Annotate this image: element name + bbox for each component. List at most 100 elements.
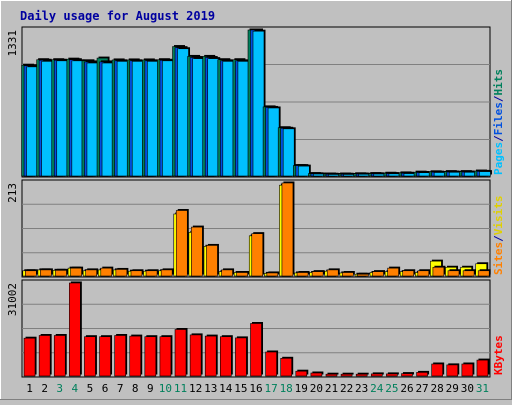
chart-title: Daily usage for August 2019 bbox=[20, 9, 215, 23]
bar-sites-day-30 bbox=[462, 270, 475, 277]
bar-kbytes-day-23-shadow bbox=[357, 372, 369, 375]
bar-pages-day-24-shadow bbox=[375, 172, 387, 175]
x-tick-label-day-12: 12 bbox=[189, 382, 202, 395]
x-tick-label-day-14: 14 bbox=[219, 382, 233, 395]
x-tick-label-day-5: 5 bbox=[87, 382, 94, 395]
x-tick-label-day-4: 4 bbox=[72, 382, 79, 395]
panel-kbytes-ymax-label: 31002 bbox=[6, 283, 19, 316]
bar-kbytes-day-25 bbox=[386, 373, 398, 377]
bar-pages-day-5 bbox=[86, 62, 99, 177]
bar-pages-day-22 bbox=[343, 174, 355, 177]
bar-pages-day-23 bbox=[358, 173, 370, 177]
x-tick-label-day-6: 6 bbox=[102, 382, 109, 395]
bar-sites-day-1 bbox=[24, 270, 37, 277]
x-tick-label-day-28: 28 bbox=[431, 382, 444, 395]
bar-pages-day-12 bbox=[192, 58, 204, 177]
x-tick-label-day-16: 16 bbox=[249, 382, 262, 395]
x-tick-label-day-26: 26 bbox=[400, 382, 413, 395]
legend-entry: Sites bbox=[492, 242, 505, 275]
bar-kbytes-day-26-shadow bbox=[402, 372, 414, 375]
legend-entry: / bbox=[492, 235, 505, 242]
bar-pages-day-6 bbox=[101, 62, 114, 177]
bar-pages-day-22-shadow bbox=[345, 172, 357, 175]
bar-pages-day-31 bbox=[479, 171, 491, 177]
x-tick-label-day-22: 22 bbox=[340, 382, 353, 395]
bar-kbytes-day-1 bbox=[23, 337, 36, 377]
x-tick-label-day-13: 13 bbox=[204, 382, 217, 395]
bar-pages-day-30 bbox=[464, 171, 476, 177]
bar-kbytes-day-10 bbox=[159, 336, 172, 377]
bar-sites-day-24 bbox=[372, 271, 384, 277]
x-tick-label-day-29: 29 bbox=[446, 382, 459, 395]
bar-pages-day-7 bbox=[116, 61, 129, 177]
legend-entry: Visits bbox=[492, 196, 505, 236]
bar-kbytes-day-30 bbox=[461, 363, 474, 377]
bar-sites-day-17 bbox=[266, 272, 279, 277]
bar-kbytes-day-3 bbox=[53, 335, 66, 377]
x-tick-label-day-31: 31 bbox=[476, 382, 489, 395]
bar-sites-day-10 bbox=[160, 269, 173, 277]
bar-sites-day-5 bbox=[85, 269, 97, 277]
bar-sites-day-22 bbox=[342, 272, 354, 277]
bar-kbytes-day-7 bbox=[114, 335, 126, 377]
panel-visits-legend: Sites/Visits bbox=[492, 196, 505, 276]
bar-sites-day-21 bbox=[326, 269, 339, 277]
x-tick-label-day-18: 18 bbox=[280, 382, 293, 395]
bar-pages-day-21-shadow bbox=[329, 172, 341, 175]
bar-sites-day-14 bbox=[221, 269, 233, 277]
bar-pages-day-4 bbox=[71, 60, 84, 177]
bar-kbytes-day-11 bbox=[174, 329, 187, 377]
bar-pages-day-24 bbox=[373, 173, 386, 177]
bar-pages-day-25 bbox=[388, 173, 401, 177]
bar-pages-day-20 bbox=[313, 173, 325, 177]
x-tick-label-day-3: 3 bbox=[56, 382, 63, 395]
bar-kbytes-day-25-shadow bbox=[387, 372, 399, 375]
bar-pages-day-27 bbox=[418, 172, 431, 177]
x-tick-label-day-7: 7 bbox=[117, 382, 124, 395]
bar-pages-day-11 bbox=[177, 48, 189, 177]
bar-kbytes-day-28 bbox=[431, 363, 443, 377]
x-tick-label-day-9: 9 bbox=[147, 382, 154, 395]
bar-kbytes-day-15 bbox=[235, 337, 247, 377]
bar-kbytes-day-29 bbox=[446, 364, 459, 377]
bar-kbytes-day-26 bbox=[401, 373, 413, 377]
bar-sites-day-7 bbox=[115, 269, 128, 277]
bar-kbytes-day-2 bbox=[38, 335, 51, 377]
bar-kbytes-day-5 bbox=[84, 336, 96, 377]
bar-pages-day-3 bbox=[56, 60, 69, 177]
bar-pages-day-20-shadow bbox=[314, 172, 326, 175]
bar-sites-day-23 bbox=[357, 273, 369, 277]
x-tick-label-day-10: 10 bbox=[159, 382, 172, 395]
bar-pages-day-28 bbox=[433, 172, 446, 177]
bar-kbytes-day-12 bbox=[189, 334, 202, 377]
bar-pages-day-17 bbox=[267, 107, 280, 177]
x-tick-label-day-8: 8 bbox=[132, 382, 139, 395]
x-tick-label-day-11: 11 bbox=[174, 382, 187, 395]
bar-sites-day-19 bbox=[296, 272, 309, 277]
x-tick-label-day-21: 21 bbox=[325, 382, 338, 395]
bar-sites-day-11 bbox=[175, 210, 188, 277]
legend-entry: Files bbox=[492, 102, 505, 135]
legend-entry: Pages bbox=[492, 142, 505, 175]
bar-sites-day-6 bbox=[100, 267, 113, 277]
x-tick-label-day-20: 20 bbox=[310, 382, 323, 395]
bar-sites-day-23-shadow bbox=[358, 272, 370, 275]
bar-kbytes-day-16 bbox=[250, 323, 262, 377]
panel-visits-ymax-label: 213 bbox=[6, 183, 19, 203]
panel-kbytes-legend: KBytes bbox=[492, 335, 505, 375]
x-tick-label-day-17: 17 bbox=[264, 382, 277, 395]
bar-pages-day-13 bbox=[207, 58, 220, 177]
bar-sites-day-4 bbox=[70, 267, 82, 277]
bar-sites-day-9 bbox=[145, 270, 158, 277]
x-tick-label-day-15: 15 bbox=[234, 382, 247, 395]
bar-pages-day-8 bbox=[131, 61, 144, 177]
bar-kbytes-day-27 bbox=[416, 372, 428, 377]
x-axis: 1 2 3 4 5 6 7 8 9 10 11 12 13 14 15 16 17 18 19 20 21 22 23 24 2… bbox=[26, 382, 489, 395]
bar-pages-day-15 bbox=[237, 61, 250, 177]
legend-entry: Hits bbox=[492, 69, 505, 96]
bar-pages-day-25-shadow bbox=[390, 172, 402, 175]
bar-kbytes-day-14 bbox=[220, 336, 232, 377]
bar-pages-day-23-shadow bbox=[360, 172, 372, 175]
